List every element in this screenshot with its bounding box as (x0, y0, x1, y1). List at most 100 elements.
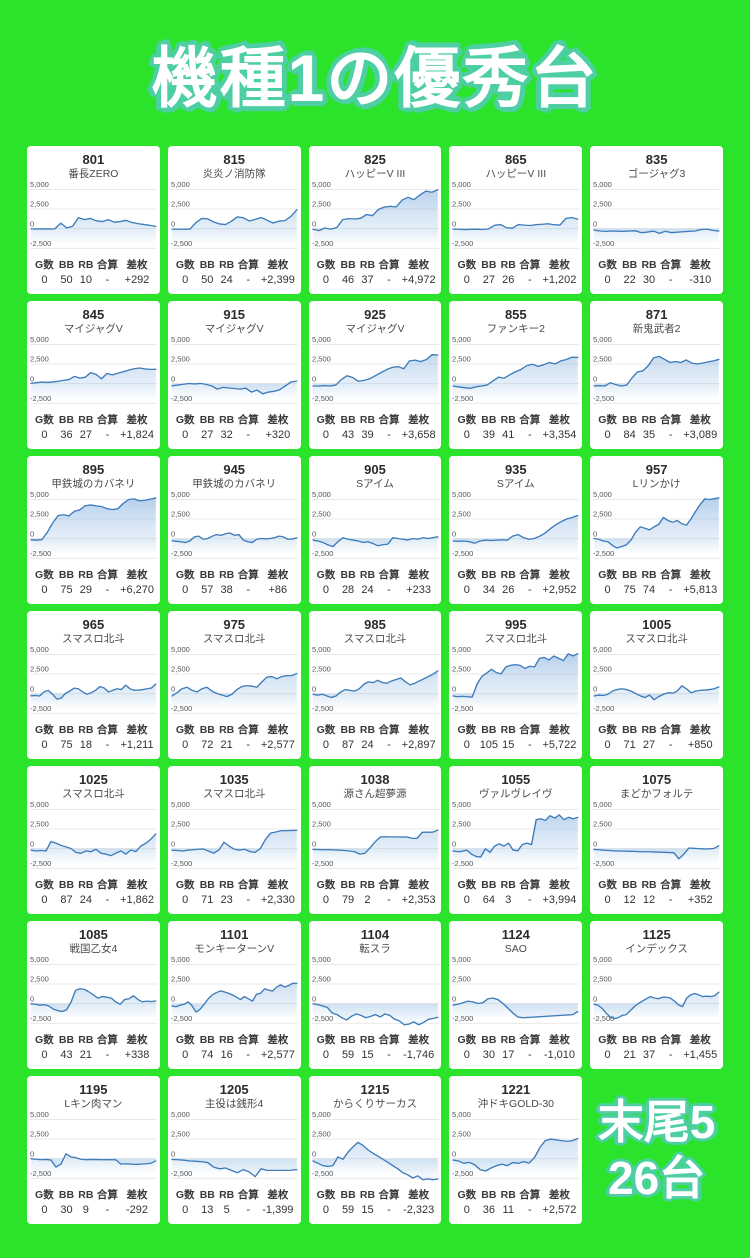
machine-name: スマスロ北斗 (62, 788, 125, 800)
machine-name: Lキン肉マン (64, 1098, 123, 1110)
machine-name: 戦国乙女4 (69, 943, 118, 955)
stat-header: G数 (35, 1034, 54, 1046)
page-title: 機種1の優秀台 (151, 41, 599, 115)
stat-value: - (527, 739, 532, 751)
stats-value-row: 0 74 16 - +2,577 (173, 1048, 296, 1063)
y-axis-tick-label: 2,500 (593, 510, 612, 519)
machine-name: マイジャグV (204, 323, 264, 335)
machine-name: 甲鉄城のカバネリ (51, 478, 136, 490)
stat-value: +86 (268, 584, 288, 596)
stats-header-row: G数 BB RB 合算 差枚 (32, 258, 155, 273)
stat-header: G数 (35, 414, 54, 426)
stat-header: BB (622, 414, 638, 426)
stat-value: - (105, 739, 110, 751)
stats-value-row: 0 46 37 - +4,972 (314, 273, 437, 288)
stats-header-row: G数 BB RB 合算 差枚 (314, 1188, 437, 1203)
stat-value: 75 (60, 584, 73, 596)
machine-number: 1085 (78, 927, 108, 942)
stat-value: +1,824 (120, 429, 155, 441)
machine-name: スマスロ北斗 (202, 788, 266, 800)
y-axis-tick-label: 5,000 (171, 181, 190, 190)
y-axis-tick-label: 2,500 (171, 665, 190, 674)
stat-header: 差枚 (408, 414, 430, 426)
stat-value: +1,211 (120, 739, 154, 751)
y-axis-tick-label: 0 (452, 685, 456, 694)
machine-name: スマスロ北斗 (202, 633, 266, 645)
stats-value-row: 0 43 39 - +3,658 (314, 428, 437, 443)
stats-table: G数 BB RB 合算 差枚 0 50 10 - +292 (27, 258, 160, 294)
stat-header: BB (340, 569, 356, 581)
machine-name: 主役は銭形4 (205, 1098, 264, 1110)
stats-header-row: G数 BB RB 合算 差枚 (314, 258, 437, 273)
machine-number: 1215 (360, 1082, 390, 1097)
stats-header-row: G数 BB RB 合算 差枚 (173, 258, 296, 273)
stat-value: +5,813 (683, 584, 718, 596)
machine-number: 965 (82, 617, 105, 632)
y-axis-tick-label: 0 (30, 375, 34, 384)
stats-table: G数 BB RB 合算 差枚 0 79 2 - +2,353 (309, 878, 442, 914)
stat-header: 合算 (519, 569, 541, 581)
stats-value-row: 0 87 24 - +2,897 (314, 738, 437, 753)
y-axis-tick-label: 5,000 (452, 801, 471, 810)
stat-value: 0 (322, 739, 330, 751)
stat-header: G数 (175, 1189, 195, 1201)
stat-header: BB (199, 1189, 215, 1201)
stat-value: - (668, 429, 673, 441)
stat-header: 差枚 (689, 1034, 711, 1046)
stat-header: 差枚 (689, 879, 711, 891)
stats-value-row: 0 75 29 - +6,270 (32, 583, 155, 598)
stat-value: 0 (463, 739, 470, 751)
stat-value: 0 (604, 1049, 611, 1061)
stat-value: - (105, 584, 110, 596)
stat-header: G数 (457, 569, 477, 581)
machine-name: 番長ZERO (68, 168, 119, 180)
stat-header: 差枚 (267, 879, 289, 891)
stat-header: 合算 (237, 1189, 259, 1201)
stat-value: 27 (79, 429, 92, 441)
stat-value: 37 (642, 1049, 656, 1061)
stats-header-row: G数 BB RB 合算 差枚 (32, 1188, 155, 1203)
machine-name: ゴージャグ3 (627, 168, 686, 180)
stats-header-row: G数 BB RB 合算 差枚 (595, 258, 718, 273)
stat-value: 0 (322, 1204, 330, 1216)
y-axis-tick-label: 2,500 (312, 510, 331, 519)
stat-value: - (246, 739, 251, 751)
stat-value: 27 (201, 429, 214, 441)
stats-header-row: G数 BB RB 合算 差枚 (173, 878, 296, 893)
machine-name: まどかフォルテ (619, 788, 694, 800)
stat-header: 合算 (660, 1034, 682, 1046)
stat-header: RB (219, 879, 235, 891)
stat-header: 差枚 (548, 879, 570, 891)
stat-value: 0 (463, 894, 470, 906)
stat-header: G数 (598, 724, 617, 736)
stat-header: G数 (457, 259, 477, 271)
stat-value: 21 (220, 739, 233, 751)
y-axis-tick-label: 0 (171, 1150, 175, 1159)
stat-header: RB (219, 259, 235, 271)
y-axis-tick-label: 2,500 (30, 820, 49, 829)
stat-value: +1,862 (120, 894, 155, 906)
y-axis-tick-label: 0 (593, 530, 597, 539)
y-axis-tick-label: 2,500 (452, 510, 471, 519)
y-axis-tick-label: 0 (171, 840, 175, 849)
stat-value: 27 (482, 274, 495, 286)
stats-table: G数 BB RB 合算 差枚 0 75 74- +5,813 (590, 568, 723, 604)
stat-header: 合算 (237, 259, 259, 271)
y-axis-tick-label: 2,500 (312, 355, 331, 364)
y-axis-tick-label: 2,500 (593, 820, 612, 829)
stat-value: 79 (341, 894, 355, 906)
machine-number: 1075 (642, 772, 672, 787)
y-axis-tick-label: 0 (30, 1150, 34, 1159)
stat-value: - (246, 429, 251, 441)
stat-header: RB (219, 569, 235, 581)
y-axis-tick-label: 0 (30, 220, 34, 229)
stat-header: 差枚 (126, 1189, 148, 1201)
